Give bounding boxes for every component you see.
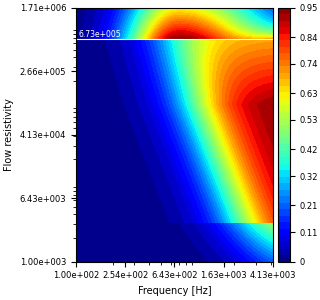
- Text: 6.73e+005: 6.73e+005: [79, 30, 121, 39]
- Y-axis label: Flow resistivity: Flow resistivity: [4, 98, 14, 171]
- X-axis label: Frequency [Hz]: Frequency [Hz]: [138, 286, 211, 296]
